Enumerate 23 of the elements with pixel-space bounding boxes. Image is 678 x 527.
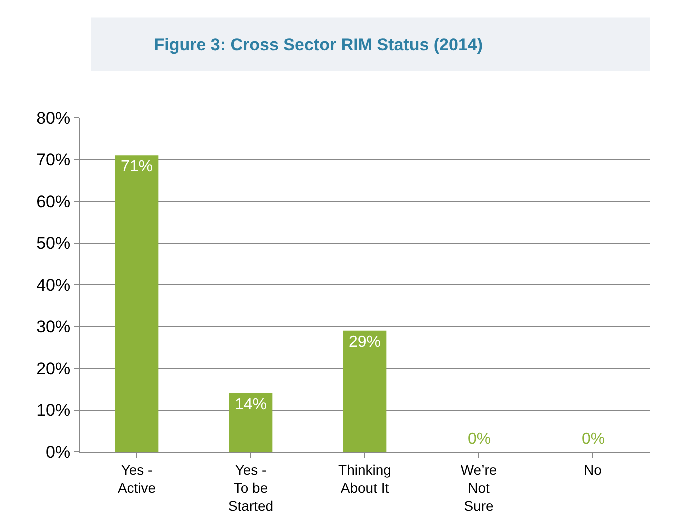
y-tick-label: 80%: [36, 108, 71, 128]
y-tick-label: 50%: [36, 234, 71, 254]
bar: [343, 330, 387, 452]
y-tick-label: 20%: [36, 359, 71, 378]
y-tick-label: 70%: [36, 150, 71, 170]
y-tick-label: 10%: [36, 401, 71, 420]
y-tick-label: 0%: [46, 442, 71, 462]
y-tick-label: 40%: [36, 276, 71, 295]
x-tick-label: We’re Not Sure: [460, 462, 498, 514]
x-tick-label: Yes - Active: [118, 462, 156, 496]
data-label: 0%: [468, 431, 492, 448]
y-tick-label: 60%: [36, 192, 71, 212]
chart-title: Figure 3: Cross Sector RIM Status (2014): [154, 36, 484, 55]
data-label: 71%: [120, 158, 154, 176]
x-tick-label: No: [584, 462, 602, 478]
data-label: 14%: [234, 396, 268, 414]
bar: [229, 394, 273, 452]
bar: [115, 156, 159, 452]
data-label: 0%: [582, 431, 606, 448]
x-tick-label: Thinking About It: [338, 462, 392, 496]
x-tick-label: Yes - To be Started: [228, 462, 274, 514]
data-label: 29%: [348, 334, 382, 351]
y-tick-label: 30%: [36, 318, 71, 337]
